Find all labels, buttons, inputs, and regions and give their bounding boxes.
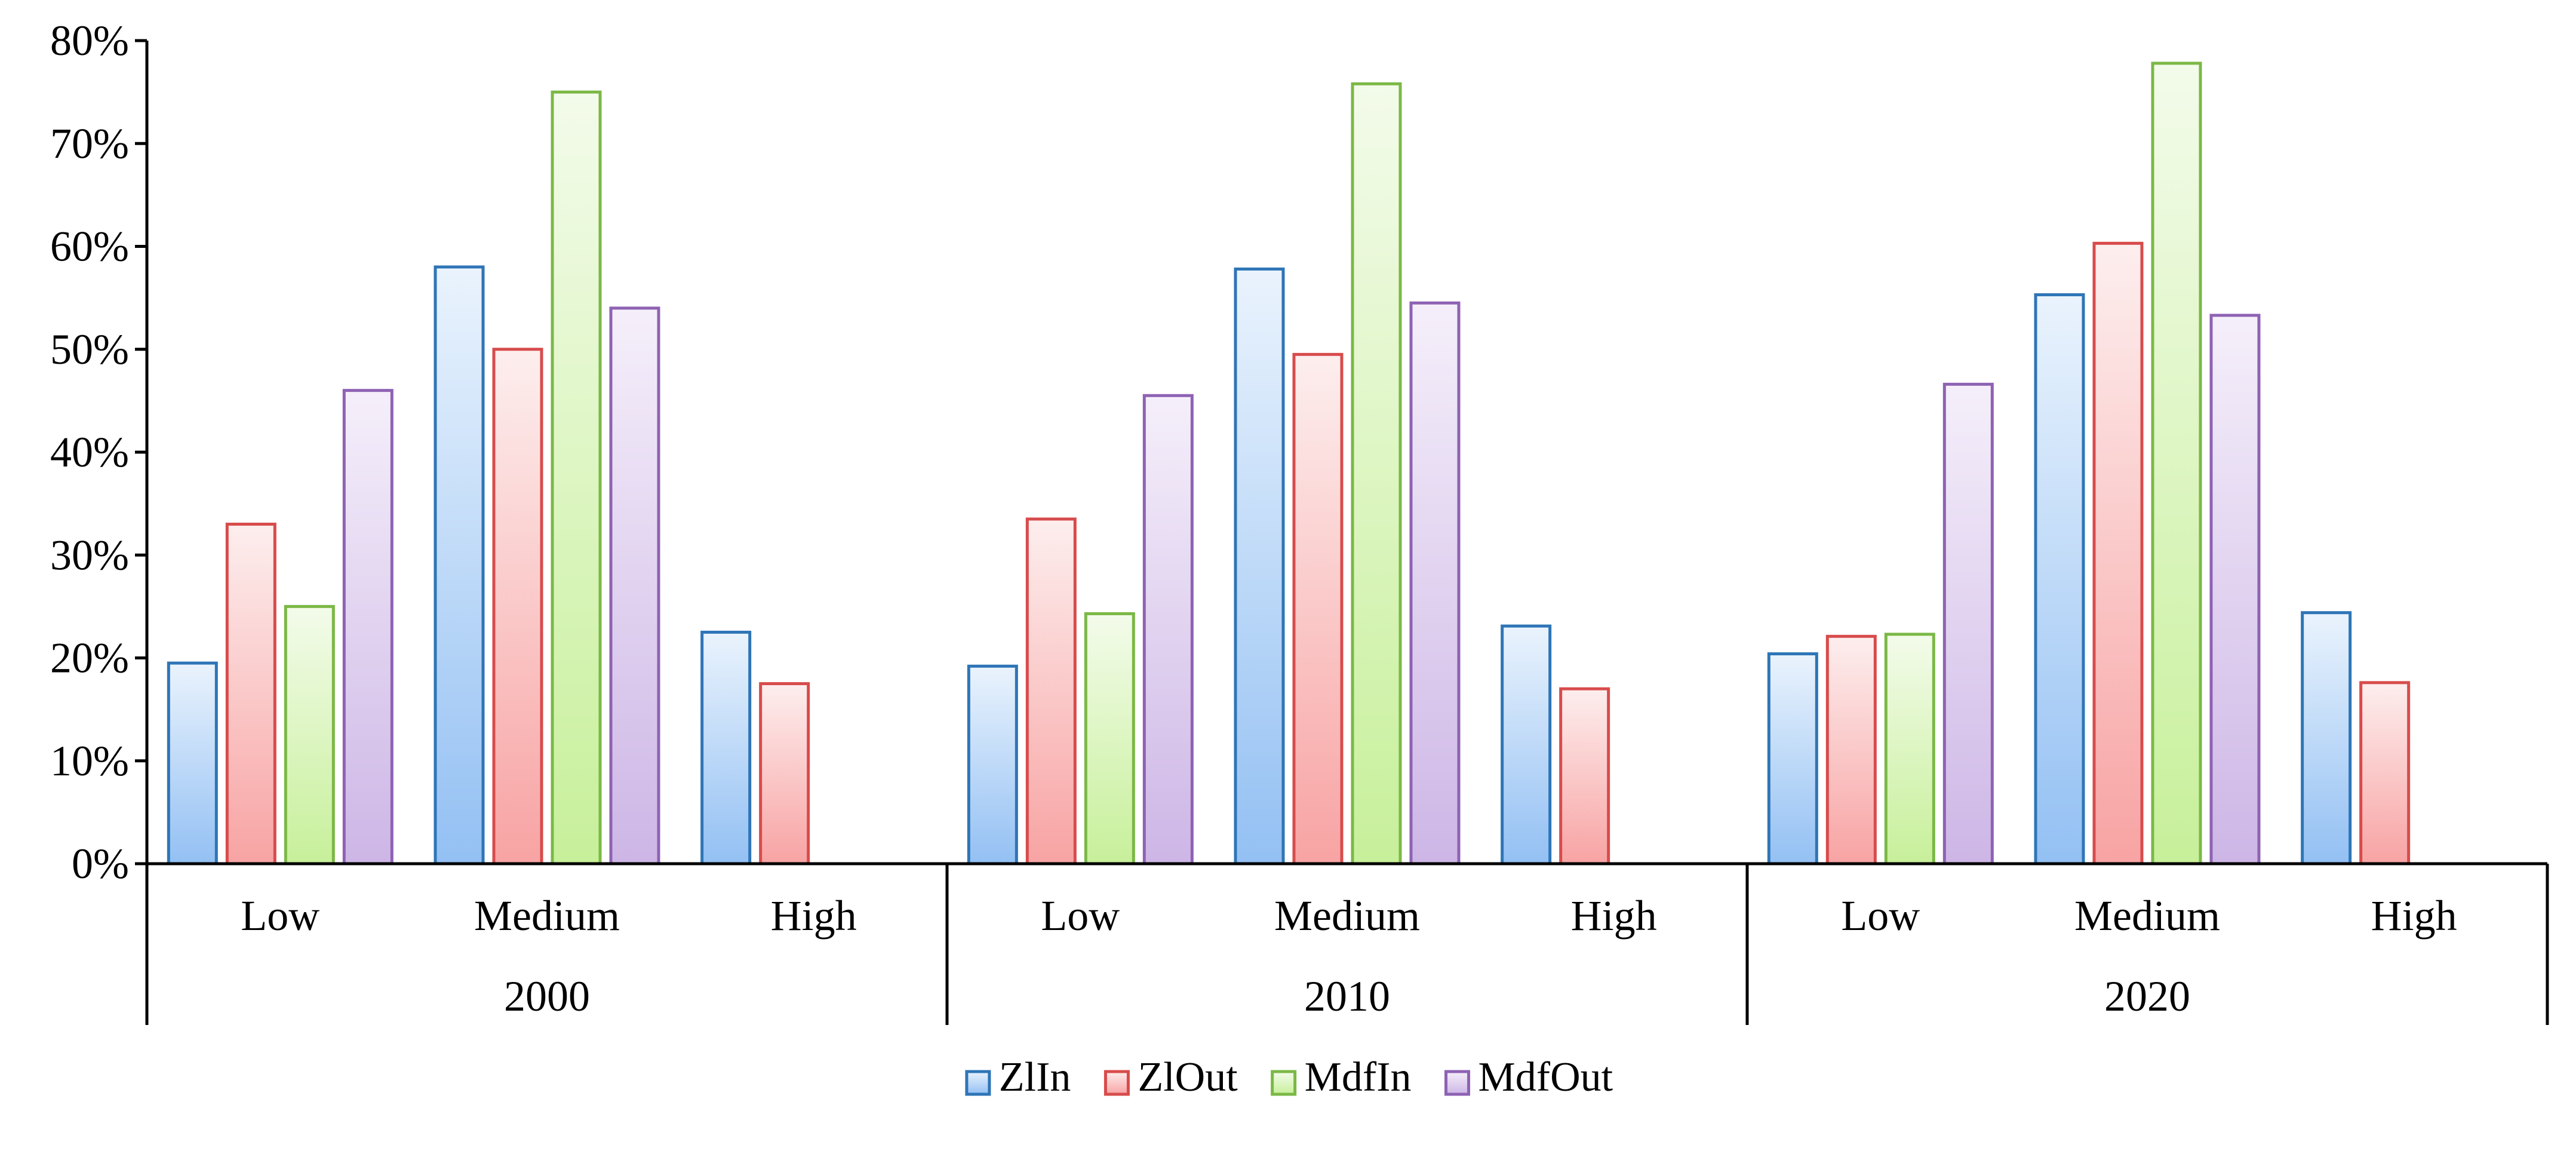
bar-mdfin-2000-medium: [551, 90, 602, 866]
bar-zlout-2010-low: [1025, 517, 1077, 866]
category-label: High: [771, 892, 857, 940]
bar-zlin-2010-high: [1501, 624, 1552, 866]
bar-zlout-2000-low: [225, 523, 276, 866]
category-label: Medium: [1274, 892, 1420, 940]
legend-label: MdfOut: [1478, 1054, 1613, 1100]
bar-zlout-2000-medium: [492, 348, 543, 866]
category-label: High: [1571, 892, 1657, 940]
legend-item-mdfout: MdfOut: [1444, 1054, 1613, 1100]
bar-zlout-2020-low: [1825, 634, 1877, 866]
legend-label: MdfIn: [1305, 1054, 1412, 1100]
bar-zlin-2020-medium: [2034, 293, 2085, 866]
bar-mdfout-2000-low: [342, 389, 394, 866]
y-tick-label: 50%: [50, 326, 129, 373]
legend-item-mdfin: MdfIn: [1271, 1054, 1412, 1100]
bar-zlin-2000-high: [700, 630, 752, 866]
legend-swatch: [1444, 1070, 1471, 1096]
bar-zlin-2000-medium: [434, 265, 485, 866]
y-tick-label: 0%: [72, 840, 129, 888]
y-axis: 0% 10% 20% 30% 40% 50% 60% 70% 80%: [50, 17, 149, 888]
bar-zlout-2010-medium: [1292, 352, 1344, 866]
group-label: 2000: [504, 972, 590, 1020]
bar-mdfout-2020-low: [1942, 382, 1994, 866]
group-label: 2020: [2104, 972, 2190, 1020]
bar-zlout-2020-high: [2359, 681, 2411, 866]
y-tick-label: 10%: [50, 737, 129, 785]
x-axis: 2000 Low Medium High 2010 Low Medium High 2020 Lo…: [145, 862, 2549, 1025]
legend: ZlIn ZlOut MdfIn MdfOut: [965, 1054, 1613, 1100]
category-label: Medium: [2074, 892, 2220, 940]
legend-label: ZlOut: [1138, 1054, 1238, 1100]
bar-mdfout-2000-medium: [609, 306, 660, 866]
bar-mdfin-2020-low: [1884, 633, 1935, 866]
y-tick-label: 40%: [50, 428, 129, 476]
y-tick-label: 80%: [50, 17, 129, 65]
bar-zlin-2020-low: [1767, 652, 1818, 866]
bar-zlout-2000-high: [759, 682, 810, 866]
bar-zlin-2010-low: [967, 664, 1018, 866]
bar-mdfin-2010-low: [1084, 612, 1135, 866]
category-label: Low: [1041, 892, 1120, 940]
bar-zlin-2010-medium: [1234, 267, 1285, 866]
bar-mdfout-2010-low: [1142, 394, 1194, 866]
y-tick-label: 70%: [50, 119, 129, 167]
bar-zlout-2020-medium: [2092, 241, 2144, 866]
y-tick-label: 30%: [50, 531, 129, 579]
legend-label: ZlIn: [999, 1054, 1071, 1100]
bar-zlin-2000-low: [167, 661, 218, 866]
bar-mdfout-2010-medium: [1409, 301, 1461, 866]
bar-mdfout-2020-medium: [2209, 314, 2261, 866]
category-label: Low: [1841, 892, 1920, 940]
bar-zlin-2020-high: [2301, 611, 2352, 866]
group-label: 2010: [1304, 972, 1390, 1020]
category-label: High: [2371, 892, 2457, 940]
legend-item-zlout: ZlOut: [1103, 1054, 1238, 1100]
bar-mdfin-2000-low: [284, 604, 335, 866]
y-tick-label: 20%: [50, 634, 129, 682]
category-label: Low: [241, 892, 319, 940]
legend-swatch: [1271, 1070, 1297, 1096]
bars: [167, 62, 2411, 866]
bar-mdfin-2010-medium: [1351, 82, 1402, 866]
legend-swatch: [1103, 1070, 1130, 1096]
y-tick-label: 60%: [50, 223, 129, 271]
legend-item-zlin: ZlIn: [965, 1054, 1071, 1100]
bar-mdfin-2020-medium: [2151, 62, 2202, 866]
category-label: Medium: [474, 892, 620, 940]
bar-zlout-2010-high: [1559, 687, 1610, 866]
legend-swatch: [965, 1070, 991, 1096]
